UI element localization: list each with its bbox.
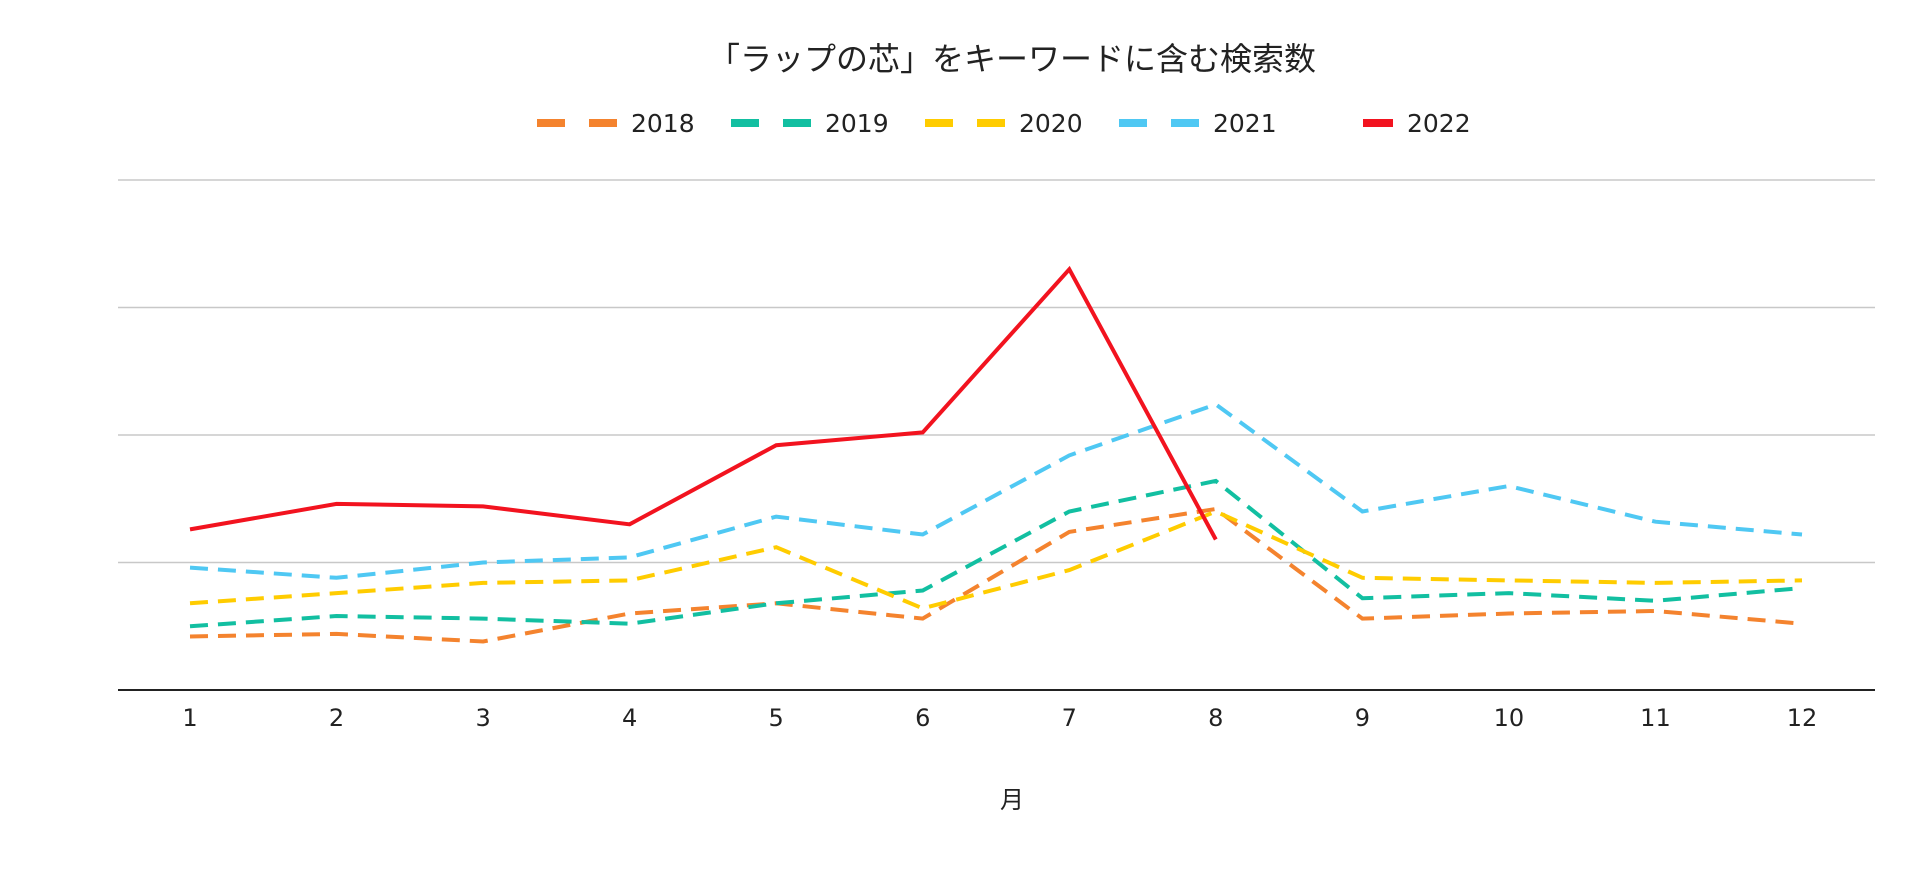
legend-label-2018: 2018 [631,109,695,138]
series-line-2020 [189,509,1803,611]
x-tick-label-1: 1 [182,704,197,732]
x-tick-label-12: 12 [1787,704,1818,732]
x-axis: 1 2 3 4 5 6 7 8 9 10 11 12 [118,689,1875,732]
series-line-2021 [189,402,1803,580]
series-line-2018 [189,506,1803,644]
series-lines [189,265,1803,644]
x-tick-label-10: 10 [1494,704,1525,732]
x-axis-label: 月 [1000,786,1024,814]
legend-label-2019: 2019 [825,109,889,138]
x-tick-label-5: 5 [769,704,784,732]
x-tick-label-4: 4 [622,704,637,732]
x-tick-label-9: 9 [1355,704,1370,732]
x-tick-label-7: 7 [1062,704,1077,732]
series-line-2019 [189,478,1803,629]
x-tick-label-2: 2 [329,704,344,732]
x-tick-label-3: 3 [475,704,490,732]
x-tick-label-8: 8 [1208,704,1223,732]
legend-label-2021: 2021 [1213,109,1277,138]
legend-label-2022: 2022 [1407,109,1471,138]
x-tick-label-11: 11 [1640,704,1671,732]
x-tick-label-6: 6 [915,704,930,732]
chart-title: 「ラップの芯」をキーワードに含む検索数 [708,40,1316,78]
gridlines [118,179,1875,564]
legend: 2018 2019 2020 2021 2022 [537,109,1471,138]
legend-label-2020: 2020 [1019,109,1083,138]
series-line-2022 [189,265,1218,541]
